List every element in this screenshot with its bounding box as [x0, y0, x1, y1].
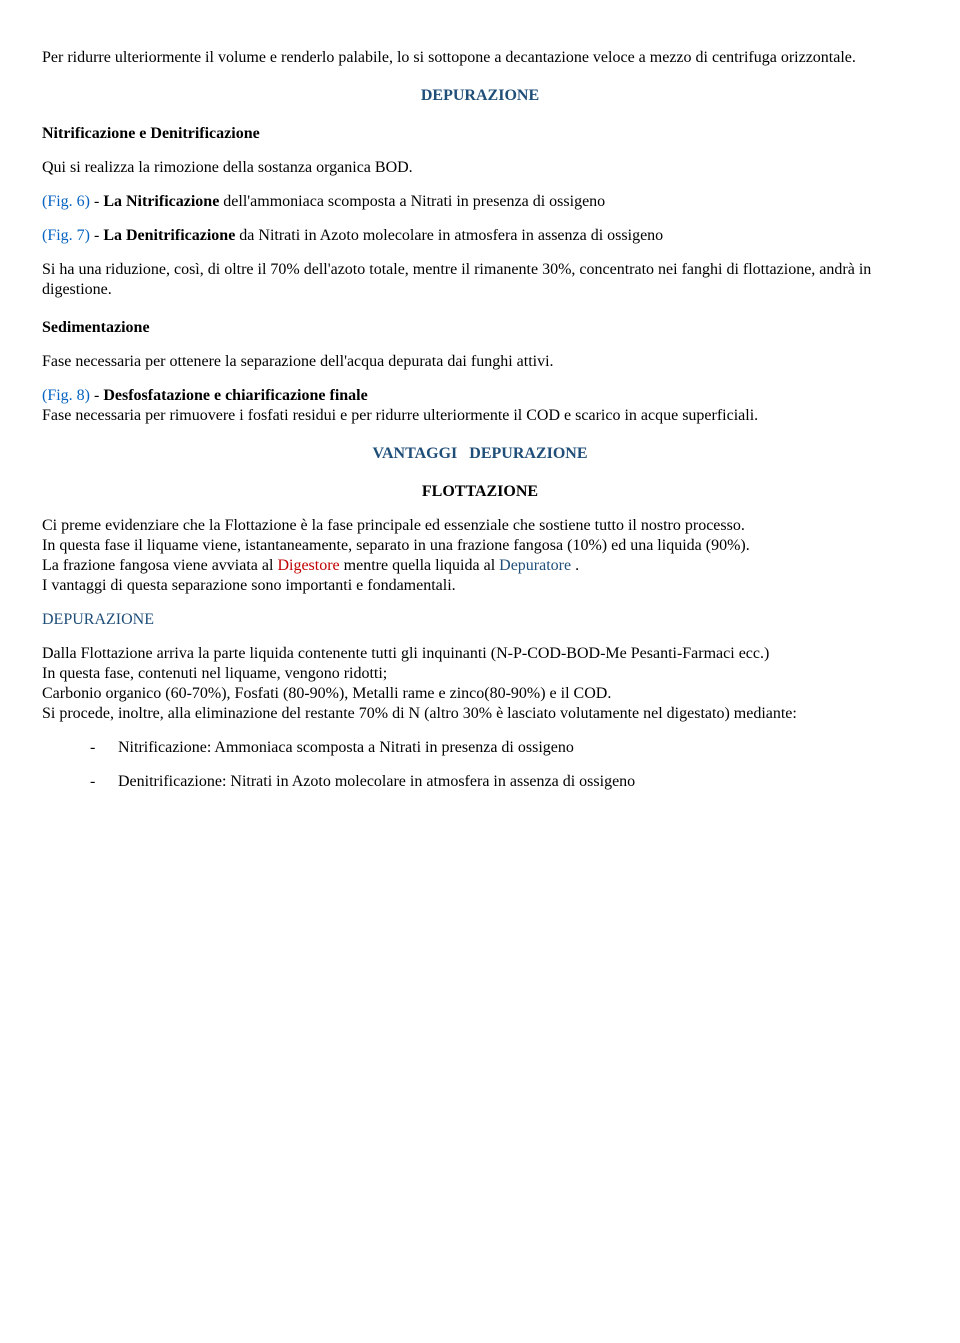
- vantaggi-word-a: VANTAGGI: [373, 445, 458, 462]
- paragraph-flottazione-4: I vantaggi di questa separazione sono im…: [42, 576, 918, 596]
- dash-icon: -: [90, 738, 118, 758]
- fig7-line: (Fig. 7) - La Denitrificazione da Nitrat…: [42, 226, 918, 246]
- vantaggi-word-b: DEPURAZIONE: [469, 445, 587, 462]
- paragraph-bod: Qui si realizza la rimozione della sosta…: [42, 158, 918, 178]
- paragraph-inquinanti-4: Si procede, inoltre, alla eliminazione d…: [42, 704, 918, 724]
- paragraph-inquinanti-3: Carbonio organico (60-70%), Fosfati (80-…: [42, 684, 918, 704]
- p3-b: mentre quella liquida al: [340, 557, 500, 574]
- list-item-text: Denitrificazione: Nitrati in Azoto molec…: [118, 772, 635, 792]
- subheading-depurazione-2: DEPURAZIONE: [42, 610, 918, 630]
- paragraph-flottazione-2: In questa fase il liquame viene, istanta…: [42, 536, 918, 556]
- vantaggi-gap: [457, 445, 469, 462]
- fig8-body: Fase necessaria per rimuovere i fosfati …: [42, 406, 918, 426]
- p3-a: La frazione fangosa viene avviata al: [42, 557, 277, 574]
- fig8-label: (Fig. 8): [42, 387, 90, 404]
- paragraph-inquinanti-1: Dalla Flottazione arriva la parte liquid…: [42, 644, 918, 664]
- paragraph-flottazione-1: Ci preme evidenziare che la Flottazione …: [42, 516, 918, 536]
- fig6-line: (Fig. 6) - La Nitrificazione dell'ammoni…: [42, 192, 918, 212]
- paragraph-inquinanti-2: In questa fase, contenuti nel liquame, v…: [42, 664, 918, 684]
- paragraph-sedimentazione: Fase necessaria per ottenere la separazi…: [42, 352, 918, 372]
- intro-paragraph: Per ridurre ulteriormente il volume e re…: [42, 48, 918, 68]
- fig6-rest: dell'ammoniaca scomposta a Nitrati in pr…: [219, 193, 605, 210]
- dash-icon: -: [90, 772, 118, 792]
- fig7-dash: -: [90, 227, 103, 244]
- fig7-label: (Fig. 7): [42, 227, 90, 244]
- subheading-flottazione: FLOTTAZIONE: [42, 482, 918, 502]
- list-item: - Nitrificazione: Ammoniaca scomposta a …: [42, 738, 918, 758]
- section-title-vantaggi: VANTAGGI DEPURAZIONE: [42, 444, 918, 464]
- p3-c: .: [571, 557, 579, 574]
- paragraph-flottazione-3: La frazione fangosa viene avviata al Dig…: [42, 556, 918, 576]
- fig7-rest: da Nitrati in Azoto molecolare in atmosf…: [235, 227, 663, 244]
- digestore-word: Digestore: [277, 557, 339, 574]
- fig8-bold: Desfosfatazione e chiarificazione finale: [103, 387, 367, 404]
- fig8-heading: (Fig. 8) - Desfosfatazione e chiarificaz…: [42, 386, 918, 406]
- fig6-dash: -: [90, 193, 103, 210]
- subheading-nitrificazione: Nitrificazione e Denitrificazione: [42, 124, 918, 144]
- list-item: - Denitrificazione: Nitrati in Azoto mol…: [42, 772, 918, 792]
- paragraph-riduzione: Si ha una riduzione, così, di oltre il 7…: [42, 260, 918, 300]
- section-title-depurazione: DEPURAZIONE: [42, 86, 918, 106]
- fig6-label: (Fig. 6): [42, 193, 90, 210]
- depuratore-word: Depuratore: [499, 557, 571, 574]
- fig7-bold: La Denitrificazione: [103, 227, 235, 244]
- subheading-sedimentazione: Sedimentazione: [42, 318, 918, 338]
- fig8-dash: -: [90, 387, 103, 404]
- list-item-text: Nitrificazione: Ammoniaca scomposta a Ni…: [118, 738, 574, 758]
- fig6-bold: La Nitrificazione: [103, 193, 219, 210]
